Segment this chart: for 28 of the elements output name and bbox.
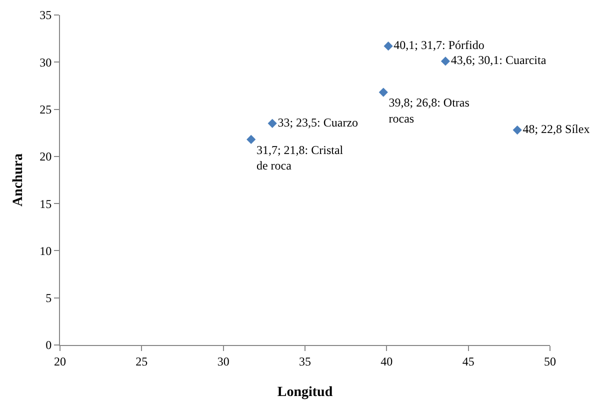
point <box>440 56 450 66</box>
x-tick-label: 25 <box>136 354 148 368</box>
data-label: 48; 22,8 Sílex <box>522 122 590 136</box>
y-tick-label: 10 <box>40 244 52 258</box>
y-tick-label: 30 <box>40 55 52 70</box>
y-tick-label: 5 <box>46 291 52 306</box>
data-label: 39,8; 26,8: Otras rocas <box>388 96 470 126</box>
y-tick-label: 0 <box>46 338 52 352</box>
x-tick-label: 35 <box>299 354 311 368</box>
y-tick-label: 20 <box>40 150 52 164</box>
y-axis-title: Anchura <box>11 154 26 206</box>
data-label: 33; 23,5: Cuarzo <box>278 115 358 130</box>
x-tick-label: 50 <box>544 354 556 368</box>
point <box>246 134 256 144</box>
y-tick-label: 25 <box>40 102 52 116</box>
data-label: 40,1; 31,7: Pórfido <box>394 38 484 52</box>
x-axis-title: Longitud <box>277 385 333 400</box>
data-label: 31,7; 21,8: Cristal de roca <box>256 142 344 172</box>
point <box>378 88 388 97</box>
data-label: 43,6; 30,1: Cuarcita <box>450 53 547 68</box>
y-tick-label: 15 <box>40 196 52 211</box>
y-tick-label: 35 <box>40 8 52 22</box>
x-tick-label: 40 <box>380 354 393 368</box>
x-tick-label: 45 <box>462 354 474 368</box>
point <box>384 42 393 51</box>
point <box>268 118 277 128</box>
point <box>512 125 522 135</box>
x-tick-label: 30 <box>217 354 230 368</box>
